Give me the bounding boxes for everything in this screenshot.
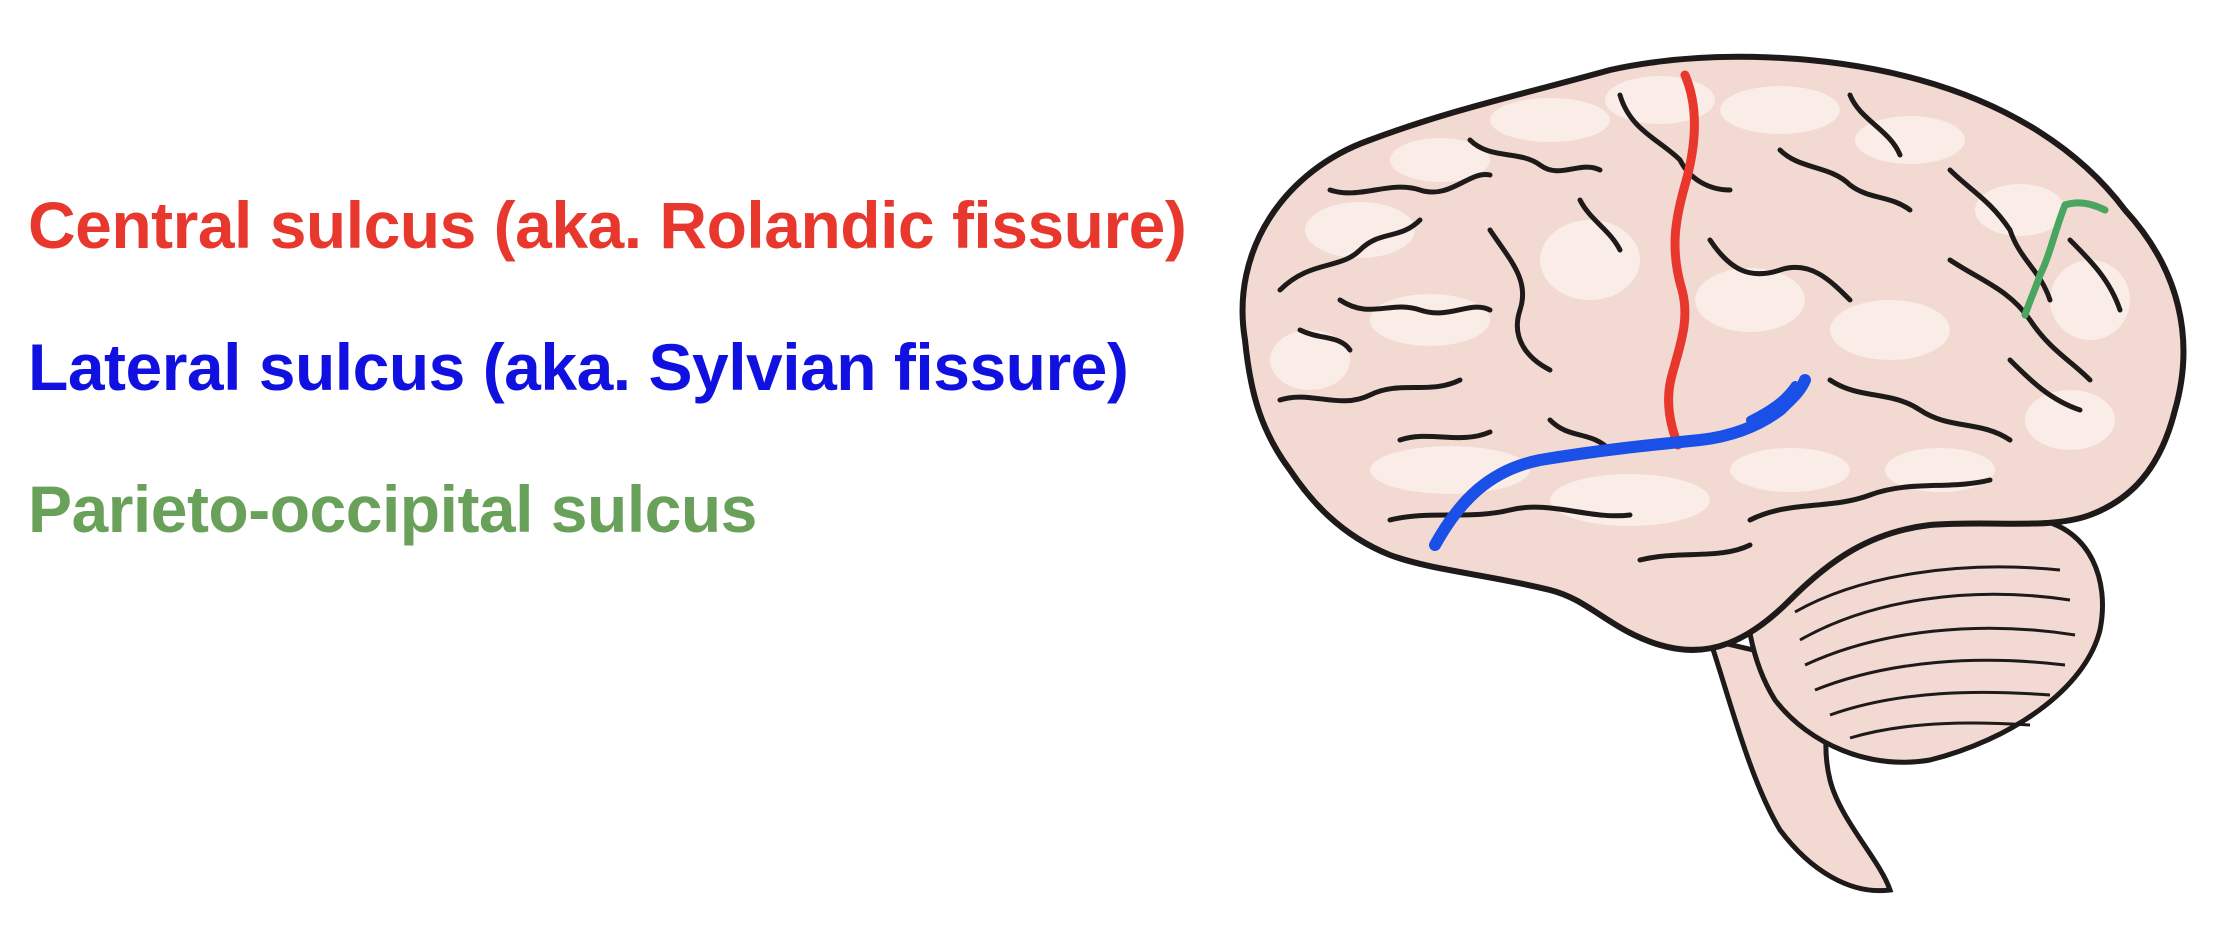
legend-parieto-occipital-sulcus: Parieto-occipital sulcus [28,472,757,546]
sulcus-legend: Central sulcus (aka. Rolandic fissure) L… [28,0,1228,938]
legend-central-sulcus: Central sulcus (aka. Rolandic fissure) [28,188,1187,262]
lateral-sulcus-line [1429,374,1811,551]
brain-svg [1239,53,2187,894]
lateral-sulcus-branch [1746,381,1799,424]
sulci-outlines [1277,92,2123,563]
brain-illustration [1190,0,2234,938]
cerebellum-folia [1794,565,2076,740]
cerebrum [1239,53,2187,653]
legend-lateral-sulcus: Lateral sulcus (aka. Sylvian fissure) [28,330,1129,404]
brain-stem [1706,636,1894,894]
parieto-occipital-sulcus-line [2021,199,2109,319]
central-sulcus-line [1664,70,1699,450]
